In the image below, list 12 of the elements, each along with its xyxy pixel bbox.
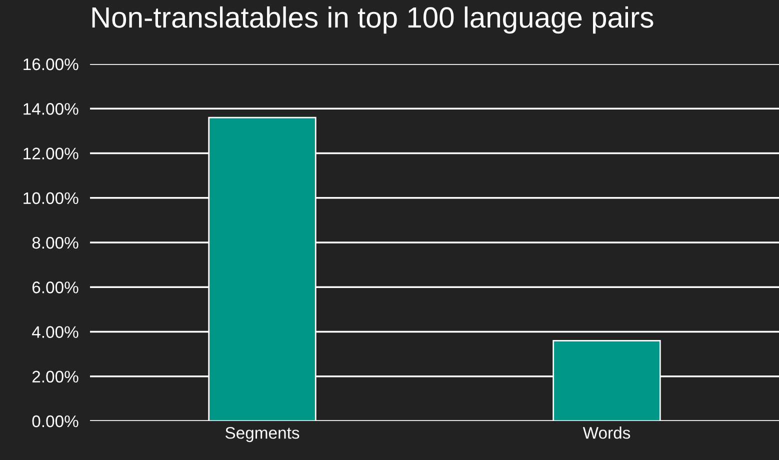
y-tick-label: 8.00%	[32, 236, 78, 249]
x-tick-label: Words	[582, 426, 630, 439]
y-tick-label: 12.00%	[24, 148, 78, 160]
y-tick-label: 14.00%	[24, 103, 78, 115]
y-tick-label: 10.00%	[24, 192, 78, 204]
y-tick-label: 0.00%	[32, 415, 78, 428]
y-tick-label: 16.00%	[24, 58, 78, 70]
y-tick-label: 6.00%	[32, 282, 78, 294]
y-tick-label: 4.00%	[32, 326, 78, 338]
x-tick-label: Segments	[225, 426, 300, 442]
chart-title: Non-translatables in top 100 language pairs	[92, 6, 654, 34]
y-tick-label: 2.00%	[32, 370, 78, 383]
